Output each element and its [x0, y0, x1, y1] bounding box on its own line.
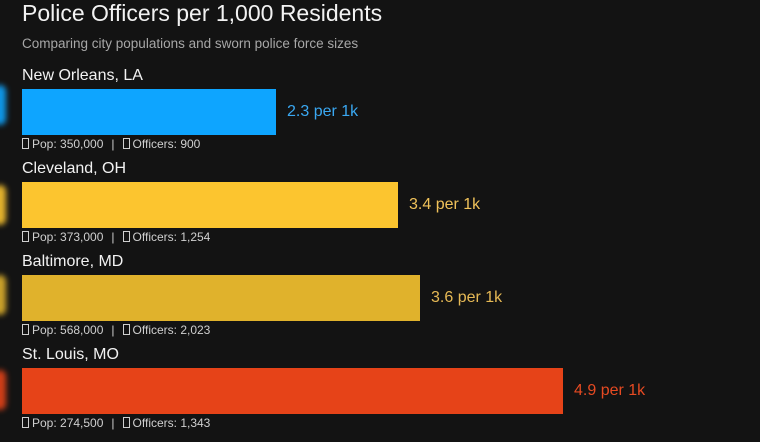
chart-subtitle: Comparing city populations and sworn pol…	[22, 36, 359, 51]
edge-glow-yellow	[0, 185, 6, 225]
city-label: New Orleans, LA	[22, 67, 143, 84]
edge-glow-red	[0, 370, 6, 410]
officers-icon	[122, 138, 130, 149]
city-details: Pop: 350,000 | Officers: 900	[22, 136, 200, 152]
value-label: 3.6 per 1k	[431, 289, 503, 306]
population-text: Pop: 350,000	[32, 137, 104, 151]
population-text: Pop: 373,000	[32, 230, 104, 244]
bar	[22, 89, 276, 135]
officers-text: Officers: 1,254	[132, 230, 211, 244]
city-label: St. Louis, MO	[22, 346, 119, 363]
city-row: Baltimore, MD 3.6 per 1k Pop: 568,000 | Offi…	[0, 252, 760, 344]
city-label: Baltimore, MD	[22, 253, 124, 270]
details-separator: |	[111, 416, 115, 430]
details-separator: |	[111, 137, 115, 151]
population-text: Pop: 274,500	[32, 416, 104, 430]
value-label: 2.3 per 1k	[287, 103, 359, 120]
bar	[22, 368, 563, 414]
officers-icon	[122, 324, 130, 335]
officers-text: Officers: 2,023	[132, 323, 211, 337]
city-details: Pop: 568,000 | Officers: 2,023	[22, 322, 210, 338]
city-details: Pop: 274,500 | Officers: 1,343	[22, 415, 210, 431]
value-label: 3.4 per 1k	[409, 196, 481, 213]
city-row: New Orleans, LA 2.3 per 1k Pop: 350,000 | Of…	[0, 66, 760, 158]
population-icon	[22, 417, 29, 428]
city-label: Cleveland, OH	[22, 160, 127, 177]
officers-icon	[122, 231, 130, 242]
population-icon	[22, 231, 29, 242]
details-separator: |	[111, 230, 115, 244]
edge-glow-blue	[0, 85, 6, 125]
details-separator: |	[111, 323, 115, 337]
officers-text: Officers: 1,343	[132, 416, 211, 430]
value-label: 4.9 per 1k	[574, 382, 646, 399]
officers-text: Officers: 900	[132, 137, 201, 151]
city-row: St. Louis, MO 4.9 per 1k Pop: 274,500 | Offi…	[0, 345, 760, 437]
city-details: Pop: 373,000 | Officers: 1,254	[22, 229, 210, 245]
city-row: Cleveland, OH 3.4 per 1k Pop: 373,000 | Offi…	[0, 159, 760, 251]
edge-glow-gold	[0, 275, 6, 315]
chart-title: Police Officers per 1,000 Residents	[22, 0, 383, 26]
bar	[22, 275, 420, 321]
bar	[22, 182, 398, 228]
officers-icon	[122, 417, 130, 428]
population-icon	[22, 138, 29, 149]
population-icon	[22, 324, 29, 335]
population-text: Pop: 568,000	[32, 323, 104, 337]
